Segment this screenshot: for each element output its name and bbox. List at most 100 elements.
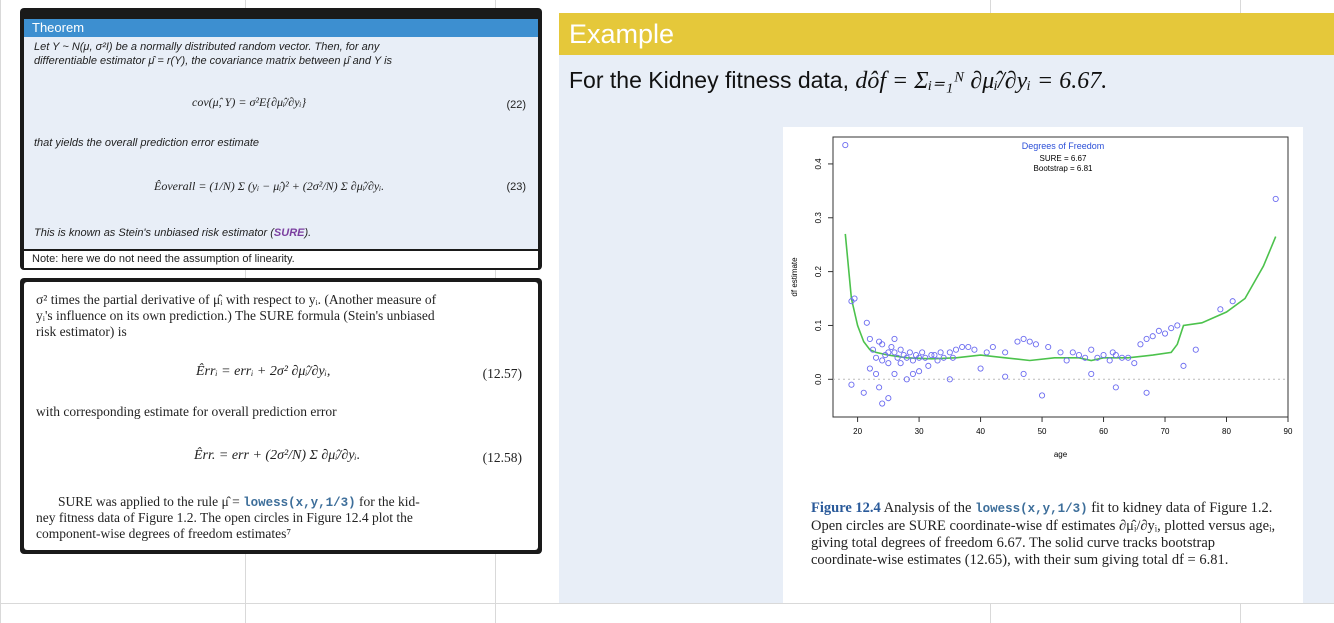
sure-point xyxy=(872,370,880,377)
sure-point xyxy=(885,360,892,367)
sure-point xyxy=(1149,333,1156,340)
sure-point xyxy=(888,343,895,351)
sure-point xyxy=(925,362,932,369)
sure-point xyxy=(891,335,898,342)
df-scatter-chart: 20 30 40 50 60 70 80 90 0.0 0.1 0.2 0.3 0.4 age df est… xyxy=(790,136,1293,459)
sure-point xyxy=(934,357,941,364)
y-tick-label: 0.0 xyxy=(814,373,823,385)
x-tick-label: 80 xyxy=(1222,427,1231,436)
sure-point xyxy=(1217,306,1224,313)
sure-point xyxy=(959,343,966,351)
y-axis-label: df estimate xyxy=(790,257,799,297)
caption-code: lowess(x,y,1/3) xyxy=(975,502,1088,516)
theorem-line-4: This is known as Stein's unbiased risk e… xyxy=(34,227,311,239)
sure-point xyxy=(1155,327,1162,334)
sure-point xyxy=(989,343,996,351)
sure-point xyxy=(848,381,855,388)
x-tick-label: 20 xyxy=(853,427,862,436)
sure-point xyxy=(971,346,978,353)
sure-intro: This is known as Stein's unbiased risk e… xyxy=(34,227,274,239)
equation-22-number: (22) xyxy=(506,99,526,111)
caption-figure-label: Figure 12.4 xyxy=(811,500,881,516)
x-tick-label: 40 xyxy=(976,427,985,436)
sure-point xyxy=(1026,338,1033,345)
sure-point xyxy=(983,349,990,356)
para-3a: SURE was applied to the rule μ̂ = lowess… xyxy=(58,494,528,511)
sure-point xyxy=(879,357,886,364)
sure-point xyxy=(1272,195,1279,202)
sure-point xyxy=(842,142,849,149)
sure-point xyxy=(885,349,892,356)
para-3c: component-wise degrees of freedom estima… xyxy=(36,526,292,541)
sure-point xyxy=(1020,335,1027,342)
para-2: with corresponding estimate for overall … xyxy=(36,404,337,419)
figure-caption: Figure 12.4 Analysis of the lowess(x,y,1… xyxy=(811,500,1281,569)
sure-point xyxy=(1192,346,1199,353)
code-lowess: lowess(x,y,1/3) xyxy=(243,496,356,510)
sure-point xyxy=(977,365,984,372)
sure-point xyxy=(860,389,867,396)
sure-point xyxy=(1143,389,1150,396)
sure-point xyxy=(863,319,870,326)
sure-point xyxy=(1094,354,1101,361)
sure-point xyxy=(909,370,916,377)
sure-point xyxy=(851,295,858,302)
example-statement: For the Kidney fitness data, dôf = Σᵢ₌₁ᴺ… xyxy=(569,66,1107,95)
sure-point xyxy=(1002,349,1009,356)
sure-point xyxy=(1112,384,1119,391)
theorem-line-3: that yields the overall prediction error… xyxy=(34,137,259,149)
sure-point xyxy=(952,346,960,353)
y-tick-label: 0.4 xyxy=(814,158,823,170)
sure-point xyxy=(1069,349,1076,356)
legend-entry: SURE = 6.67 xyxy=(1040,154,1087,163)
sure-point xyxy=(1014,338,1021,345)
grid-line xyxy=(0,603,1334,604)
sure-point xyxy=(949,354,956,361)
sure-point xyxy=(885,395,892,402)
x-tick-label: 60 xyxy=(1099,427,1108,436)
sure-point xyxy=(903,354,910,361)
sure-point xyxy=(1039,392,1046,399)
sure-point xyxy=(1174,322,1181,329)
y-tick-label: 0.3 xyxy=(814,212,823,224)
sure-point xyxy=(879,341,886,348)
equation-12-57: Êrrᵢ = errᵢ + 2σ² ∂μ̂ᵢ/∂yᵢ, xyxy=(196,364,331,379)
sure-point xyxy=(1063,357,1070,364)
para-1b: yᵢ's influence on its own prediction.) T… xyxy=(36,308,435,323)
chart-title: Degrees of Freedom xyxy=(1022,141,1105,151)
sure-point xyxy=(1057,349,1064,356)
theorem-block: Theorem Let Y ~ N(μ, σ²I) be a normally … xyxy=(20,8,542,270)
sure-point xyxy=(1180,362,1187,369)
y-tick-label: 0.1 xyxy=(814,319,823,331)
theorem-body: Let Y ~ N(μ, σ²I) be a normally distribu… xyxy=(24,37,538,249)
caption-text-2: fit to kidney data of Figure 1.2. Open c… xyxy=(811,500,1276,568)
theorem-line-1: Let Y ~ N(μ, σ²I) be a normally distribu… xyxy=(34,41,380,53)
bootstrap-curve xyxy=(844,233,1277,362)
sure-point xyxy=(1229,298,1236,305)
x-tick-label: 90 xyxy=(1284,427,1293,436)
equation-12-58: Êrr. = err + (2σ²/N) Σ ∂μ̂ᵢ/∂yᵢ. xyxy=(194,448,361,463)
grid-line xyxy=(0,0,1,623)
sure-point xyxy=(1082,354,1089,361)
sure-point xyxy=(869,346,877,353)
sure-point xyxy=(1075,352,1082,359)
sure-point xyxy=(940,354,947,361)
sure-point xyxy=(906,349,913,356)
sure-point xyxy=(879,400,886,407)
sure-point xyxy=(891,349,898,356)
sure-point xyxy=(876,384,883,391)
sure-point xyxy=(922,354,929,361)
sure-point xyxy=(946,349,953,356)
sure-point xyxy=(866,365,873,372)
sure-point xyxy=(872,354,880,361)
sure-point xyxy=(1100,352,1107,359)
legend-entry: Bootstrap = 6.81 xyxy=(1034,164,1093,173)
sure-point xyxy=(1143,335,1150,342)
sure-highlight: SURE xyxy=(273,227,305,239)
para-3a-text: SURE was applied to the rule μ̂ = xyxy=(58,494,244,509)
sure-point xyxy=(891,370,898,377)
excerpt-body: σ² times the partial derivative of μ̂ᵢ w… xyxy=(24,282,538,550)
sure-point xyxy=(919,349,926,356)
sure-point xyxy=(1161,330,1169,337)
equation-12-58-number: (12.58) xyxy=(482,450,522,465)
